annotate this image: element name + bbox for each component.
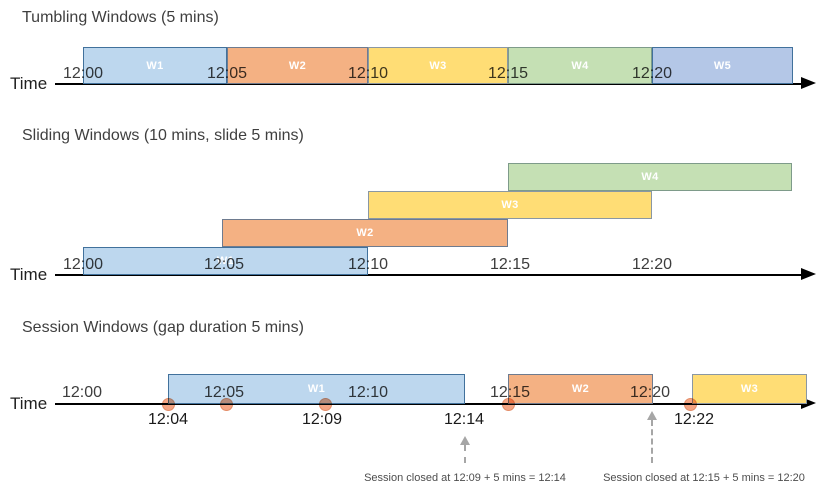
window-label: W1 [216, 255, 235, 267]
time-axis-label-tumbling: Time [10, 74, 48, 93]
axis-tick-label: 12:15 [489, 384, 531, 401]
window-label: W5 [713, 59, 732, 72]
event-time-label: 12:14 [443, 411, 485, 428]
window-label: W4 [641, 171, 659, 183]
window-box-session-w1: W1 [168, 374, 465, 404]
event-dot [318, 397, 332, 411]
time-axis-label-session: Time [10, 394, 48, 413]
session-closed-note: Session closed at 12:09 + 5 mins = 12:14 [364, 472, 566, 484]
window-box-tumbling-w2: W2 [227, 47, 368, 84]
section-title-tumbling: Tumbling Windows (5 mins) [22, 9, 219, 26]
window-label: W4 [571, 59, 589, 72]
axis-tick-label: 12:05 [203, 256, 245, 273]
section-title-sliding: Sliding Windows (10 mins, slide 5 mins) [22, 127, 304, 144]
axis-tick-label: 12:00 [62, 256, 104, 273]
event-dot [683, 397, 697, 411]
window-box-tumbling-w5: W5 [652, 47, 793, 84]
window-box-sliding-w3: W3 [368, 191, 652, 219]
session-closed-note: Session closed at 12:15 + 5 mins = 12:20 [603, 472, 805, 484]
pointer-arrow-stem [464, 445, 466, 463]
pointer-arrow-stem [651, 420, 653, 463]
time-axis-line-tumbling [55, 83, 802, 85]
axis-tick-label: 12:20 [629, 384, 671, 401]
axis-tick-label: 12:05 [206, 65, 248, 82]
axis-tick-label: 12:00 [61, 384, 103, 401]
window-box-sliding-w2: W2 [222, 219, 508, 247]
time-axis-line-sliding [55, 274, 802, 276]
window-label: W2 [288, 59, 307, 72]
window-label: W1 [146, 59, 164, 72]
time-axis-label-sliding: Time [10, 265, 48, 284]
section-title-session: Session Windows (gap duration 5 mins) [22, 319, 304, 336]
window-box-sliding-w4: W4 [508, 163, 792, 191]
window-box-session-w3: W3 [692, 374, 807, 404]
event-time-label: 12:04 [147, 411, 189, 428]
axis-tick-label: 12:20 [631, 256, 673, 273]
window-label: W2 [571, 383, 590, 395]
window-box-tumbling-w3: W3 [368, 47, 508, 84]
window-label: W3 [501, 199, 519, 211]
event-time-label: 12:22 [673, 411, 715, 428]
axis-tick-label: 12:15 [487, 65, 529, 82]
axis-tick-label: 12:05 [203, 384, 245, 401]
axis-tick-label: 12:20 [631, 65, 673, 82]
window-label: W1 [307, 383, 326, 395]
axis-tick-label: 12:10 [347, 256, 389, 273]
window-label: W3 [740, 383, 759, 395]
pointer-arrow-icon [647, 411, 657, 420]
event-dot [219, 397, 233, 411]
axis-tick-label: 12:10 [347, 384, 389, 401]
axis-tick-label: 12:00 [62, 65, 104, 82]
window-box-session-w2: W2 [508, 374, 653, 404]
window-label: W3 [429, 59, 447, 72]
time-axis-line-session [55, 403, 802, 405]
axis-arrowhead-icon [801, 268, 816, 280]
window-label: W2 [356, 227, 374, 239]
axis-arrowhead-icon [801, 77, 816, 89]
axis-tick-label: 12:15 [489, 256, 531, 273]
pointer-arrow-icon [460, 436, 470, 445]
event-dot [161, 397, 175, 411]
window-box-tumbling-w4: W4 [508, 47, 652, 84]
window-box-tumbling-w1: W1 [83, 47, 227, 84]
axis-tick-label: 12:10 [347, 65, 389, 82]
event-dot [501, 397, 515, 411]
window-box-sliding-w1: W1 [83, 247, 368, 275]
event-time-label: 12:09 [301, 411, 343, 428]
